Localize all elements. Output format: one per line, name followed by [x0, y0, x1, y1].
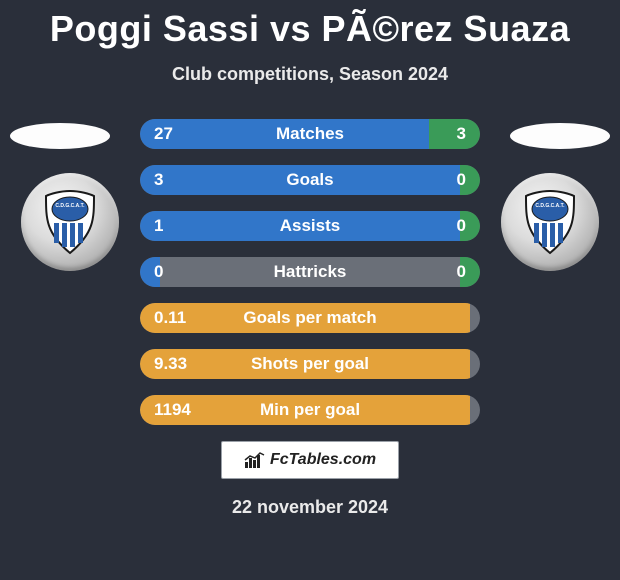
footer-badge[interactable]: FcTables.com	[221, 441, 399, 479]
stat-value-right: 0	[424, 216, 480, 236]
shield-icon: C.D.G.C.A.T.	[522, 189, 578, 255]
stat-row: 27Matches3	[140, 119, 480, 149]
stat-label: Hattricks	[196, 262, 424, 282]
stat-row: 3Goals0	[140, 165, 480, 195]
stat-row: 0Hattricks0	[140, 257, 480, 287]
stat-label: Min per goal	[196, 400, 424, 420]
stat-value-left: 0.11	[140, 308, 196, 328]
stat-row: 1194Min per goal	[140, 395, 480, 425]
stat-label: Matches	[196, 124, 424, 144]
stat-value-right: 0	[424, 262, 480, 282]
subtitle: Club competitions, Season 2024	[0, 64, 620, 85]
stat-value-left: 0	[140, 262, 196, 282]
shield-icon: C.D.G.C.A.T.	[42, 189, 98, 255]
club-badge-left: C.D.G.C.A.T.	[21, 173, 119, 271]
stat-row: 9.33Shots per goal	[140, 349, 480, 379]
stat-value-right: 0	[424, 170, 480, 190]
stat-value-left: 1	[140, 216, 196, 236]
stat-label: Goals	[196, 170, 424, 190]
stat-value-left: 3	[140, 170, 196, 190]
content-area: C.D.G.C.A.T. C.D.G.C.A.T.	[0, 119, 620, 518]
flag-right	[510, 123, 610, 149]
stat-value-left: 27	[140, 124, 196, 144]
stats-rows: 27Matches33Goals01Assists00Hattricks00.1…	[140, 119, 480, 425]
page-title: Poggi Sassi vs PÃ©rez Suaza	[0, 8, 620, 50]
stat-label: Shots per goal	[196, 354, 424, 374]
stat-row: 1Assists0	[140, 211, 480, 241]
stat-value-right: 3	[424, 124, 480, 144]
stat-value-left: 1194	[140, 400, 196, 420]
club-badge-right: C.D.G.C.A.T.	[501, 173, 599, 271]
svg-text:C.D.G.C.A.T.: C.D.G.C.A.T.	[535, 203, 565, 209]
stat-label: Goals per match	[196, 308, 424, 328]
stat-row: 0.11Goals per match	[140, 303, 480, 333]
svg-text:C.D.G.C.A.T.: C.D.G.C.A.T.	[55, 203, 85, 209]
chart-icon	[244, 451, 266, 469]
flag-left	[10, 123, 110, 149]
stat-value-left: 9.33	[140, 354, 196, 374]
date-label: 22 november 2024	[0, 497, 620, 518]
footer-label: FcTables.com	[270, 451, 376, 469]
comparison-card: Poggi Sassi vs PÃ©rez Suaza Club competi…	[0, 0, 620, 580]
stat-label: Assists	[196, 216, 424, 236]
